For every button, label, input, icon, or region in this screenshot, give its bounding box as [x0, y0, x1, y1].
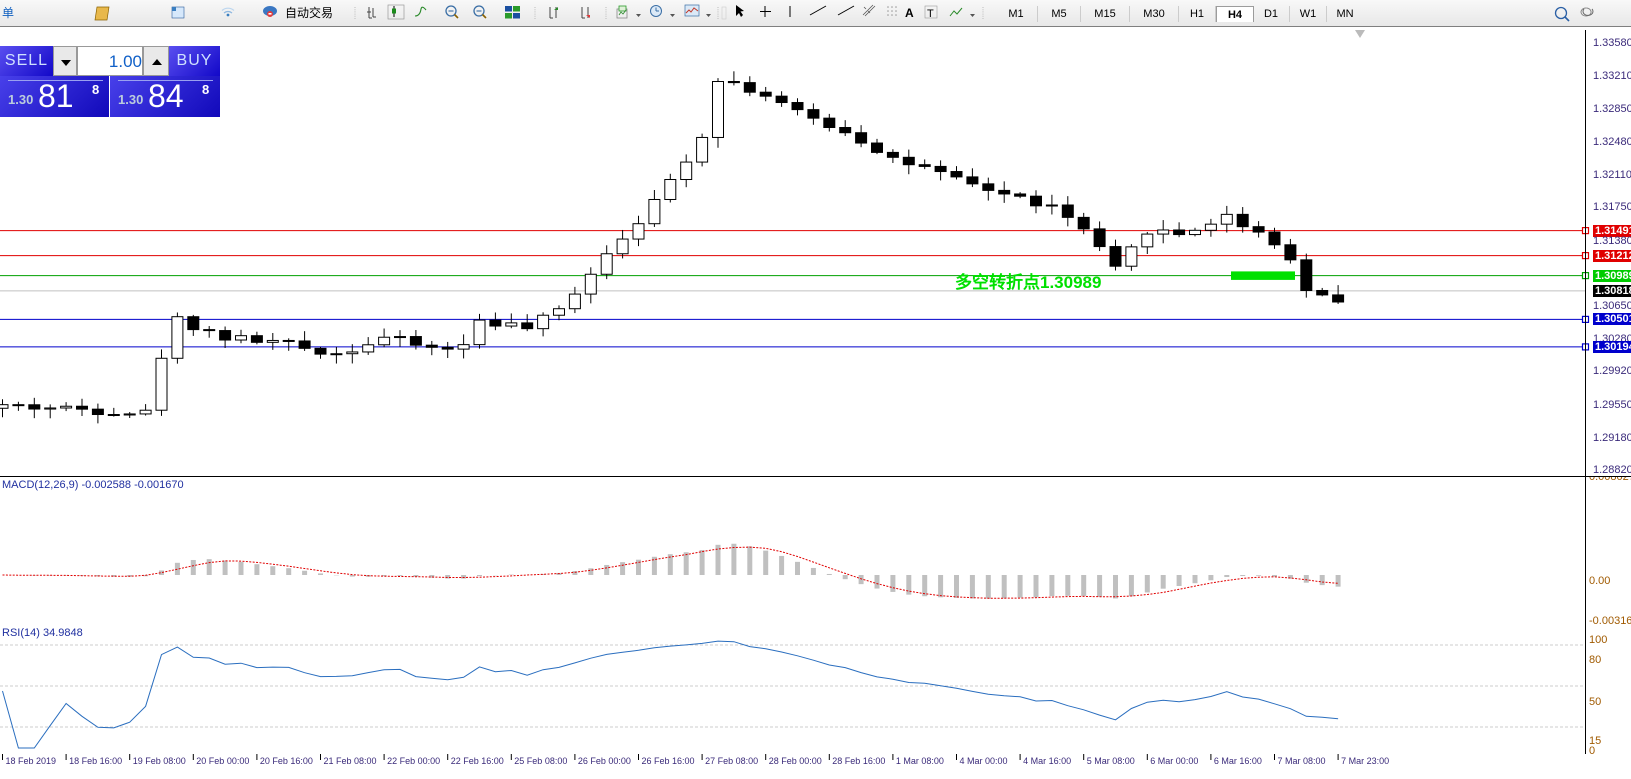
svg-text:A: A [905, 6, 914, 20]
svg-text:单: 单 [2, 6, 14, 20]
svg-text:T: T [927, 8, 934, 20]
svg-text:自动交易: 自动交易 [285, 5, 333, 20]
